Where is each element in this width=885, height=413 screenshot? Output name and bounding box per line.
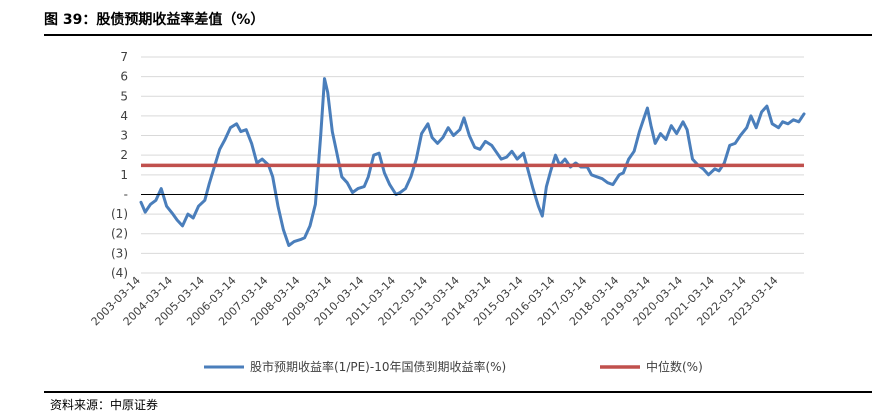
y-tick-label: 6 xyxy=(120,70,128,84)
y-tick-label: - xyxy=(124,187,128,201)
gridlines xyxy=(141,56,804,274)
y-tick-label: 7 xyxy=(120,50,128,64)
legend-label-median: 中位数(%) xyxy=(646,359,703,374)
y-tick-label: 1 xyxy=(120,168,128,182)
figure-title: 图 39：股债预期收益率差值（%） xyxy=(44,12,265,28)
y-tick-label: (1) xyxy=(111,207,128,221)
title-rule xyxy=(44,34,872,36)
source-rule xyxy=(44,391,872,393)
y-tick-label: (3) xyxy=(111,246,128,260)
series-line-equity-bond-spread xyxy=(139,77,806,247)
legend: 股市预期收益率(1/PE)-10年国债到期收益率(%) 中位数(%) xyxy=(204,359,703,374)
y-tick-label: (4) xyxy=(111,266,128,280)
y-tick-label: 5 xyxy=(120,89,128,103)
y-axis: 7 6 5 4 3 2 1 - (1) (2) (3) (4) xyxy=(111,50,128,280)
y-tick-label: 4 xyxy=(120,109,128,123)
y-tick-label: 2 xyxy=(120,148,128,162)
series-layer xyxy=(139,77,806,247)
source-note: 资料来源：中原证券 xyxy=(50,398,159,412)
y-tick-label: 3 xyxy=(120,129,128,143)
legend-label-spread: 股市预期收益率(1/PE)-10年国债到期收益率(%) xyxy=(250,359,506,374)
y-tick-label: (2) xyxy=(111,227,128,241)
x-axis: 2003-03-142004-03-142005-03-142006-03-14… xyxy=(89,274,781,328)
